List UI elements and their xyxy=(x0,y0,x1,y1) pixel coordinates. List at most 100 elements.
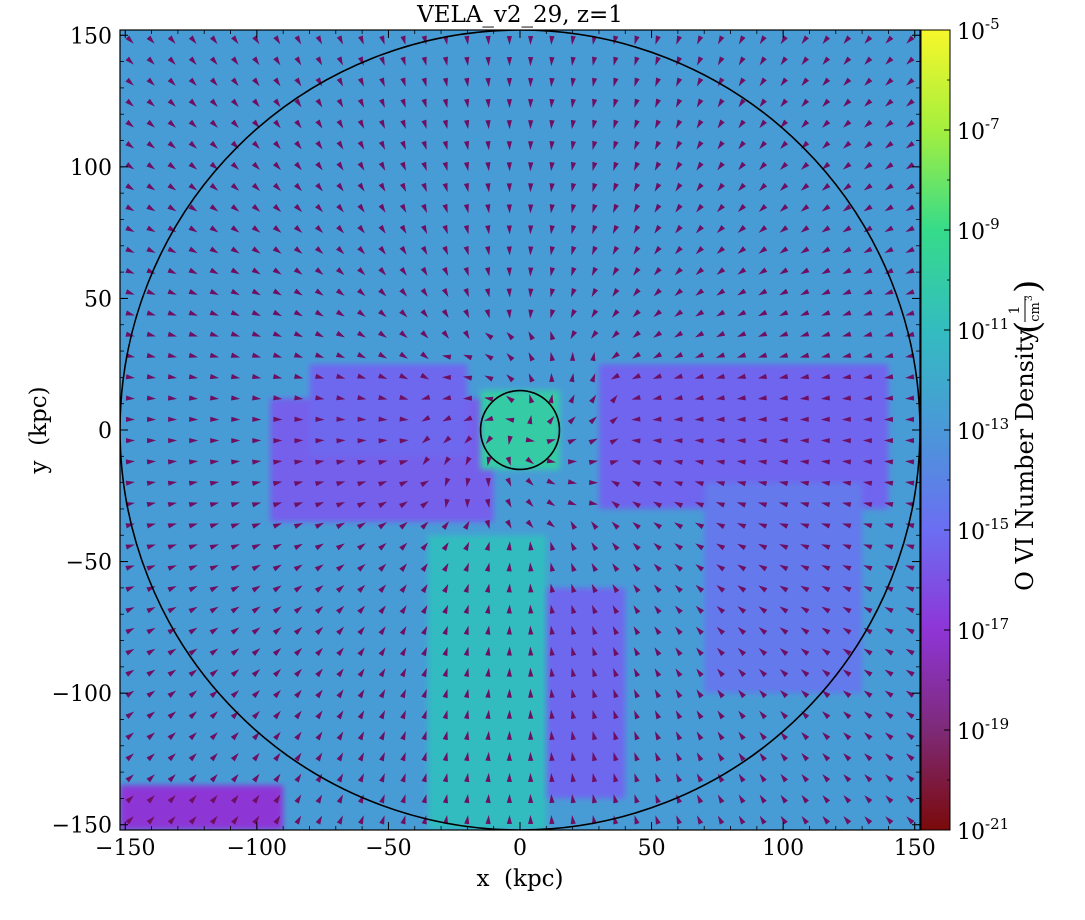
velocity-arrow xyxy=(272,225,282,233)
velocity-arrow xyxy=(737,626,747,635)
velocity-arrow xyxy=(293,626,303,635)
velocity-arrow xyxy=(862,395,873,401)
velocity-arrow xyxy=(632,521,641,530)
velocity-arrow xyxy=(609,416,619,425)
velocity-arrow xyxy=(528,57,534,67)
velocity-arrow xyxy=(464,35,470,45)
velocity-arrow xyxy=(759,35,767,45)
velocity-arrow xyxy=(314,605,324,614)
velocity-arrow xyxy=(737,585,747,593)
velocity-arrow xyxy=(294,395,304,401)
velocity-arrow xyxy=(736,481,747,487)
velocity-arrow xyxy=(335,522,346,530)
velocity-arrow xyxy=(842,544,852,550)
velocity-arrow xyxy=(570,751,576,762)
velocity-arrow xyxy=(357,731,365,741)
velocity-arrow xyxy=(697,35,704,45)
velocity-arrow xyxy=(188,204,198,212)
velocity-arrow xyxy=(613,182,619,193)
velocity-arrow xyxy=(821,246,831,254)
velocity-arrow xyxy=(146,183,156,191)
velocity-arrow xyxy=(484,498,491,509)
velocity-arrow xyxy=(125,753,134,762)
velocity-arrow xyxy=(905,607,915,614)
velocity-arrow xyxy=(441,330,450,339)
velocity-arrow xyxy=(821,161,831,170)
velocity-arrow xyxy=(209,565,219,572)
velocity-arrow xyxy=(442,646,448,657)
velocity-arrow xyxy=(757,481,768,487)
velocity-arrow xyxy=(843,56,852,65)
velocity-arrow xyxy=(885,56,894,65)
velocity-arrow xyxy=(146,56,155,65)
velocity-arrow xyxy=(759,731,767,741)
velocity-arrow xyxy=(485,709,491,719)
velocity-arrow xyxy=(463,709,470,720)
velocity-arrow xyxy=(592,772,598,783)
velocity-arrow xyxy=(567,416,576,425)
velocity-arrow xyxy=(483,396,494,402)
velocity-arrow xyxy=(505,456,511,466)
velocity-arrow xyxy=(758,564,768,572)
velocity-arrow xyxy=(484,375,494,382)
velocity-arrow xyxy=(546,499,556,507)
velocity-arrow xyxy=(674,330,684,338)
velocity-arrow xyxy=(905,183,915,191)
velocity-arrow xyxy=(634,731,640,741)
velocity-arrow xyxy=(549,667,555,677)
velocity-arrow xyxy=(379,773,385,783)
velocity-arrow xyxy=(843,35,852,44)
velocity-arrow xyxy=(399,288,408,297)
velocity-arrow xyxy=(400,752,406,762)
velocity-arrow xyxy=(613,161,619,172)
velocity-arrow xyxy=(571,625,577,636)
velocity-arrow xyxy=(654,224,662,234)
velocity-arrow xyxy=(486,456,492,467)
velocity-arrow xyxy=(506,352,515,362)
velocity-arrow xyxy=(675,182,683,192)
velocity-arrow xyxy=(549,646,555,656)
velocity-arrow xyxy=(251,119,260,129)
velocity-arrow xyxy=(780,710,789,720)
velocity-arrow xyxy=(146,565,156,571)
velocity-arrow xyxy=(822,77,831,87)
velocity-arrow xyxy=(357,647,365,657)
velocity-arrow xyxy=(905,141,915,149)
velocity-arrow xyxy=(653,309,662,318)
velocity-arrow xyxy=(570,309,577,319)
velocity-arrow xyxy=(675,224,683,234)
velocity-arrow xyxy=(779,585,789,593)
velocity-arrow xyxy=(463,541,470,551)
velocity-arrow xyxy=(675,647,683,657)
velocity-arrow xyxy=(506,288,512,298)
velocity-arrow xyxy=(399,668,407,678)
velocity-arrow xyxy=(272,288,282,296)
velocity-arrow xyxy=(507,435,513,445)
velocity-arrow xyxy=(357,224,365,234)
velocity-arrow xyxy=(800,246,810,254)
velocity-arrow xyxy=(378,689,386,699)
velocity-arrow xyxy=(694,395,704,401)
velocity-arrow xyxy=(357,438,367,444)
velocity-arrow xyxy=(609,394,618,404)
velocity-arrow xyxy=(442,56,448,66)
velocity-arrow xyxy=(821,669,831,677)
velocity-arrow xyxy=(759,710,768,720)
velocity-arrow xyxy=(780,794,788,804)
velocity-arrow xyxy=(654,710,662,720)
velocity-arrow xyxy=(673,373,683,379)
velocity-arrow xyxy=(294,438,304,444)
velocity-arrow xyxy=(464,730,470,741)
velocity-arrow xyxy=(378,481,388,487)
velocity-arrow xyxy=(884,331,894,337)
velocity-arrow xyxy=(905,119,915,128)
velocity-arrow xyxy=(188,267,198,275)
velocity-arrow xyxy=(884,648,894,656)
velocity-arrow xyxy=(841,352,852,358)
velocity-arrow xyxy=(716,647,725,657)
velocity-arrow xyxy=(399,647,407,657)
velocity-arrow xyxy=(652,481,662,487)
velocity-arrow xyxy=(272,203,282,212)
velocity-arrow xyxy=(820,480,831,486)
velocity-arrow xyxy=(779,182,789,191)
